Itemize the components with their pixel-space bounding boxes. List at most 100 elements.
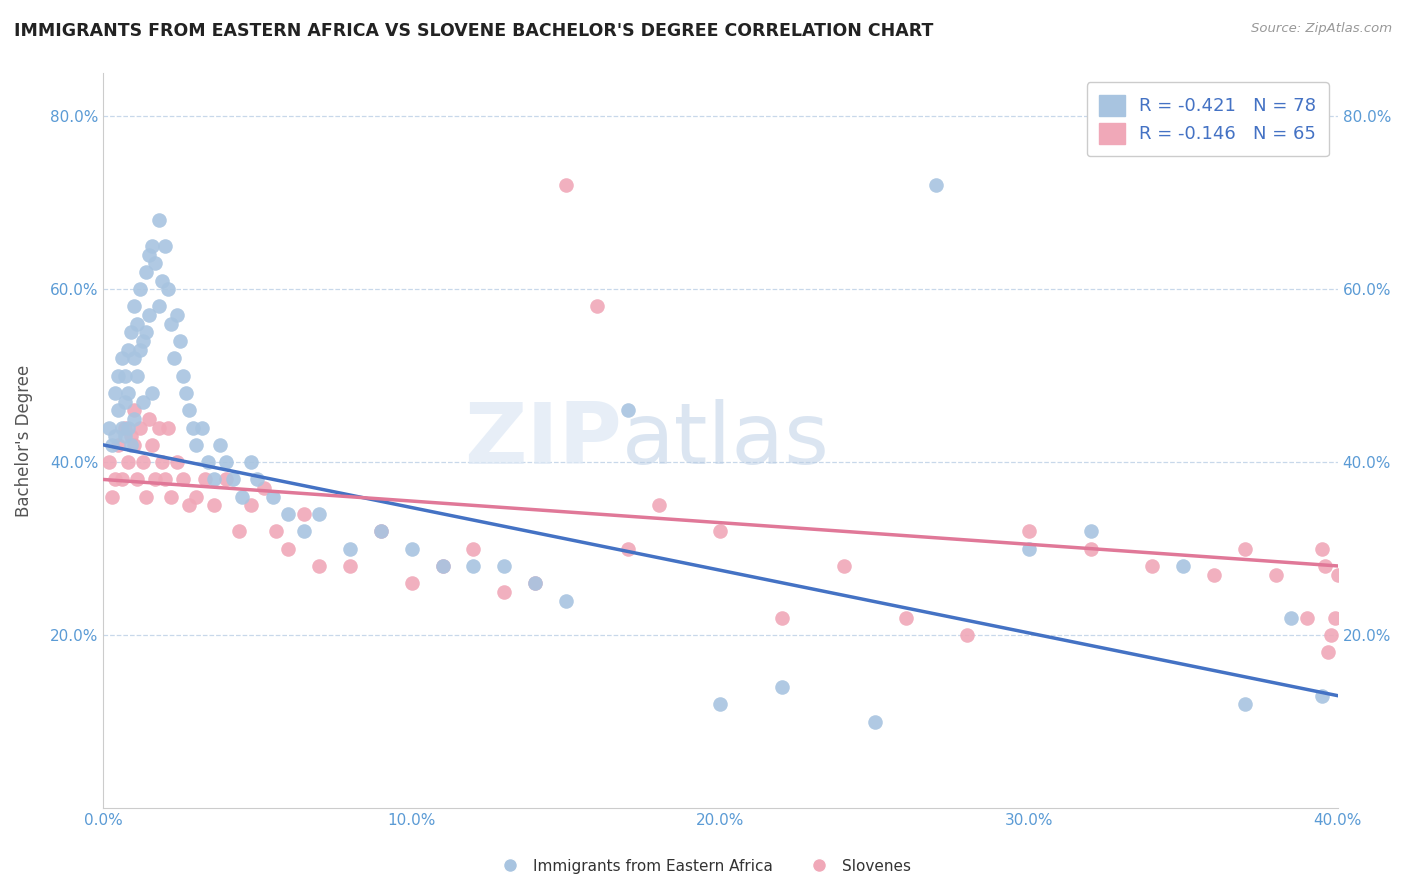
Point [194, 472, 217, 486]
Point [129, 420, 152, 434]
Point [432, 558, 454, 573]
Point [292, 507, 315, 521]
Point [132, 394, 155, 409]
Point [114, 429, 136, 443]
Point [135, 265, 157, 279]
Point [240, 499, 263, 513]
Point [122, 438, 145, 452]
Point [339, 558, 361, 573]
Point [104, 472, 127, 486]
Point [110, 420, 132, 434]
Point [1320, 628, 1343, 642]
Point [148, 420, 170, 434]
Point [1317, 645, 1340, 659]
Point [153, 472, 176, 486]
Point [135, 490, 157, 504]
Point [863, 714, 886, 729]
Point [524, 576, 547, 591]
Point [98, 420, 121, 434]
Point [179, 403, 201, 417]
Point [169, 334, 191, 348]
Point [709, 698, 731, 712]
Point [125, 317, 148, 331]
Point [184, 438, 207, 452]
Point [215, 455, 238, 469]
Point [148, 213, 170, 227]
Point [246, 472, 269, 486]
Point [129, 282, 152, 296]
Point [925, 178, 948, 193]
Point [181, 420, 204, 434]
Point [138, 308, 160, 322]
Point [101, 438, 124, 452]
Point [1234, 541, 1257, 556]
Point [184, 490, 207, 504]
Legend: R = -0.421   N = 78, R = -0.146   N = 65: R = -0.421 N = 78, R = -0.146 N = 65 [1087, 82, 1329, 156]
Point [141, 438, 163, 452]
Point [1080, 524, 1102, 539]
Point [262, 490, 284, 504]
Point [647, 499, 669, 513]
Point [150, 274, 173, 288]
Point [135, 326, 157, 340]
Point [117, 455, 139, 469]
Point [494, 585, 516, 599]
Point [156, 282, 179, 296]
Point [202, 499, 225, 513]
Point [339, 541, 361, 556]
Point [832, 558, 855, 573]
Point [524, 576, 547, 591]
Point [277, 541, 299, 556]
Point [709, 524, 731, 539]
Point [138, 247, 160, 261]
Point [191, 420, 214, 434]
Point [114, 420, 136, 434]
Point [292, 524, 315, 539]
Point [122, 403, 145, 417]
Point [770, 680, 793, 694]
Point [176, 386, 198, 401]
Point [586, 300, 609, 314]
Text: IMMIGRANTS FROM EASTERN AFRICA VS SLOVENE BACHELOR'S DEGREE CORRELATION CHART: IMMIGRANTS FROM EASTERN AFRICA VS SLOVEN… [14, 22, 934, 40]
Point [145, 472, 167, 486]
Point [1315, 558, 1337, 573]
Point [172, 472, 194, 486]
Point [616, 541, 638, 556]
Point [202, 472, 225, 486]
Point [1323, 611, 1346, 625]
Point [252, 481, 274, 495]
Legend: Immigrants from Eastern Africa, Slovenes: Immigrants from Eastern Africa, Slovenes [489, 853, 917, 880]
Point [132, 455, 155, 469]
Point [1018, 524, 1040, 539]
Point [122, 300, 145, 314]
Point [110, 351, 132, 366]
Point [98, 455, 121, 469]
Point [228, 524, 250, 539]
Point [370, 524, 392, 539]
Point [1326, 567, 1348, 582]
Point [163, 351, 186, 366]
Point [120, 326, 142, 340]
Point [117, 343, 139, 357]
Point [240, 455, 263, 469]
Point [107, 403, 129, 417]
Point [209, 438, 232, 452]
Point [153, 239, 176, 253]
Point [463, 541, 485, 556]
Point [370, 524, 392, 539]
Point [1264, 567, 1286, 582]
Point [1279, 611, 1302, 625]
Point [231, 490, 253, 504]
Point [956, 628, 979, 642]
Point [770, 611, 793, 625]
Point [114, 394, 136, 409]
Point [122, 351, 145, 366]
Point [1204, 567, 1226, 582]
Point [148, 300, 170, 314]
Point [172, 368, 194, 383]
Point [141, 239, 163, 253]
Point [101, 490, 124, 504]
Point [179, 499, 201, 513]
Point [616, 403, 638, 417]
Point [1310, 541, 1333, 556]
